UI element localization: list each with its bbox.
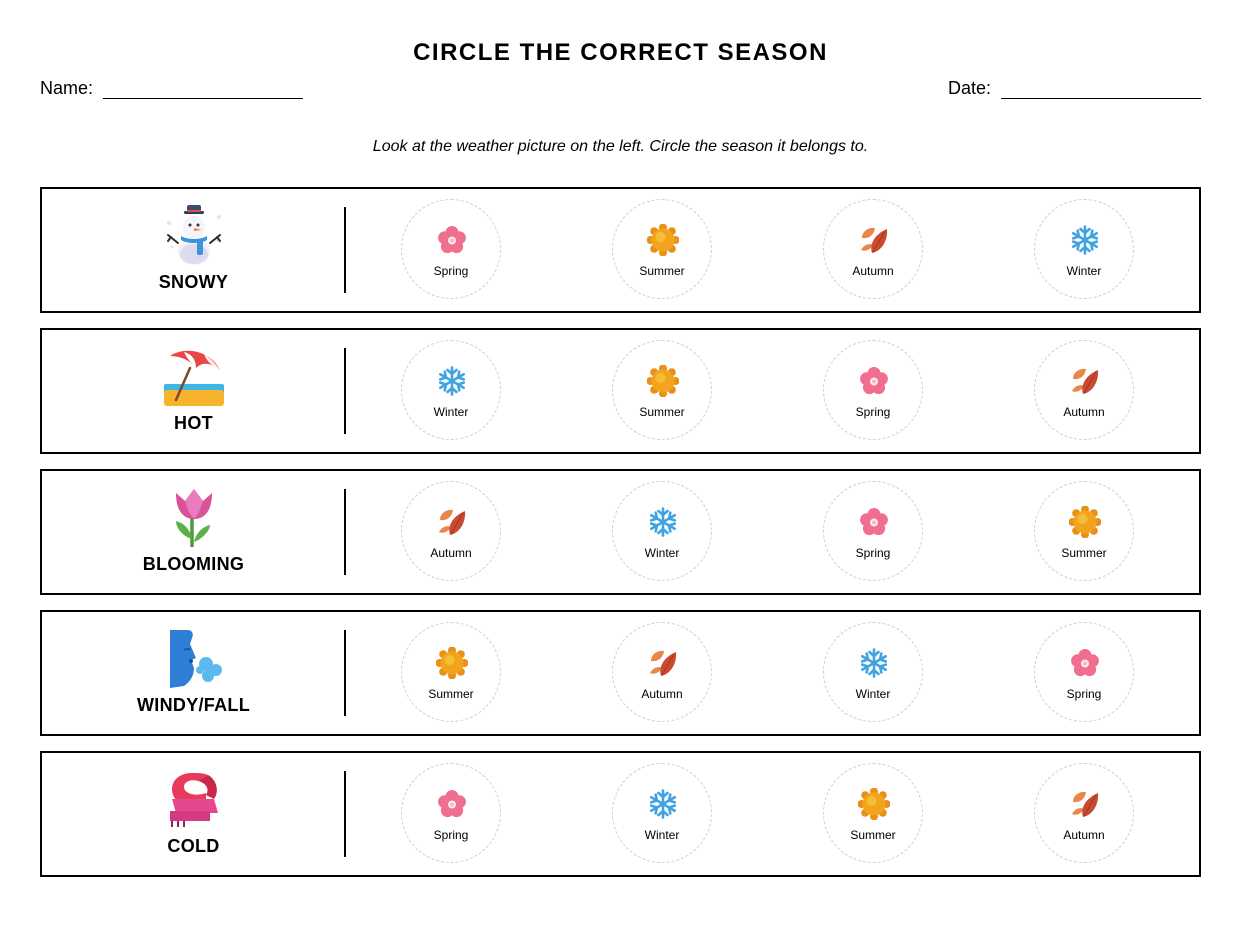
- season-label: Summer: [639, 405, 685, 419]
- season-option-summer[interactable]: Summer: [612, 199, 712, 299]
- blossom-icon: [436, 224, 468, 256]
- season-option-winter[interactable]: Winter: [612, 763, 712, 863]
- season-label: Spring: [433, 828, 469, 842]
- season-option-winter[interactable]: Winter: [823, 622, 923, 722]
- season-label: Spring: [855, 546, 891, 560]
- season-label: Winter: [1066, 264, 1102, 278]
- question-row: COLD Spring Winter Summer: [40, 751, 1201, 877]
- season-label: Spring: [433, 264, 469, 278]
- season-option-spring[interactable]: Spring: [823, 481, 923, 581]
- season-option-summer[interactable]: Summer: [823, 763, 923, 863]
- season-label: Winter: [855, 687, 891, 701]
- row-divider: [344, 348, 346, 434]
- blossom-icon: [858, 506, 890, 538]
- season-option-autumn[interactable]: Autumn: [401, 481, 501, 581]
- sun-icon: [646, 223, 680, 257]
- sun-icon: [1068, 505, 1102, 539]
- season-option-autumn[interactable]: Autumn: [1034, 340, 1134, 440]
- sun-icon: [435, 646, 469, 680]
- season-label: Summer: [1061, 546, 1107, 560]
- season-label: Spring: [1066, 687, 1102, 701]
- season-option-spring[interactable]: Spring: [1034, 622, 1134, 722]
- question-row: SNOWY Spring Summer Autumn: [40, 187, 1201, 313]
- season-label: Autumn: [1063, 828, 1105, 842]
- weather-cell: COLD: [42, 753, 345, 875]
- blossom-icon: [858, 365, 890, 397]
- weather-label: HOT: [174, 413, 213, 433]
- season-label: Autumn: [641, 687, 683, 701]
- season-label: Summer: [428, 687, 474, 701]
- season-option-winter[interactable]: Winter: [1034, 199, 1134, 299]
- scarf-icon: [162, 769, 226, 831]
- weather-cell: WINDY/FALL: [42, 612, 345, 734]
- season-label: Summer: [639, 264, 685, 278]
- season-label: Autumn: [430, 546, 472, 560]
- season-option-summer[interactable]: Summer: [401, 622, 501, 722]
- season-option-winter[interactable]: Winter: [612, 481, 712, 581]
- season-option-spring[interactable]: Spring: [823, 340, 923, 440]
- weather-cell: HOT: [42, 330, 345, 452]
- fallen-leaves-icon: [436, 506, 468, 538]
- fallen-leaves-icon: [858, 224, 890, 256]
- instructions: Look at the weather picture on the left.…: [372, 138, 869, 155]
- row-divider: [344, 489, 346, 575]
- blossom-icon: [436, 788, 468, 820]
- fallen-leaves-icon: [1069, 788, 1101, 820]
- season-label: Winter: [644, 546, 680, 560]
- question-row: BLOOMING Autumn Winter Spring: [40, 469, 1201, 595]
- row-divider: [344, 630, 346, 716]
- row-divider: [344, 771, 346, 857]
- weather-cell: SNOWY: [42, 189, 345, 311]
- beach-umbrella-icon: [162, 346, 226, 408]
- snowflake-icon: [858, 647, 890, 679]
- question-row: HOT Winter Summer Spring: [40, 328, 1201, 454]
- worksheet-title: CIRCLE THE CORRECT SEASON: [413, 39, 828, 66]
- season-label: Winter: [644, 828, 680, 842]
- season-option-summer[interactable]: Summer: [1034, 481, 1134, 581]
- blossom-icon: [1069, 647, 1101, 679]
- season-label: Autumn: [852, 264, 894, 278]
- date-line[interactable]: [1001, 76, 1202, 99]
- snowflake-icon: [647, 506, 679, 538]
- season-label: Winter: [433, 405, 469, 419]
- fallen-leaves-icon: [1069, 365, 1101, 397]
- weather-label: BLOOMING: [142, 554, 245, 574]
- sun-icon: [857, 787, 891, 821]
- question-row: WINDY/FALL Summer Autumn Winter: [40, 610, 1201, 736]
- tulip-icon: [162, 487, 226, 549]
- season-option-spring[interactable]: Spring: [401, 763, 501, 863]
- season-label: Summer: [850, 828, 896, 842]
- snowflake-icon: [1069, 224, 1101, 256]
- snowflake-icon: [647, 788, 679, 820]
- date-field: Date:: [948, 76, 1202, 99]
- snowman-icon: [162, 205, 226, 267]
- weather-label: COLD: [167, 836, 220, 856]
- sun-icon: [646, 364, 680, 398]
- date-label: Date:: [948, 78, 992, 98]
- weather-label: WINDY/FALL: [137, 695, 250, 715]
- season-option-summer[interactable]: Summer: [612, 340, 712, 440]
- snowflake-icon: [436, 365, 468, 397]
- weather-label: SNOWY: [158, 272, 229, 292]
- name-field: Name:: [40, 76, 304, 99]
- row-divider: [344, 207, 346, 293]
- wind-face-icon: [162, 628, 226, 690]
- season-option-spring[interactable]: Spring: [401, 199, 501, 299]
- season-option-winter[interactable]: Winter: [401, 340, 501, 440]
- season-option-autumn[interactable]: Autumn: [1034, 763, 1134, 863]
- weather-cell: BLOOMING: [42, 471, 345, 593]
- season-option-autumn[interactable]: Autumn: [823, 199, 923, 299]
- season-label: Spring: [855, 405, 891, 419]
- name-label: Name:: [40, 78, 94, 98]
- season-option-autumn[interactable]: Autumn: [612, 622, 712, 722]
- fallen-leaves-icon: [647, 647, 679, 679]
- name-line[interactable]: [103, 76, 304, 99]
- season-label: Autumn: [1063, 405, 1105, 419]
